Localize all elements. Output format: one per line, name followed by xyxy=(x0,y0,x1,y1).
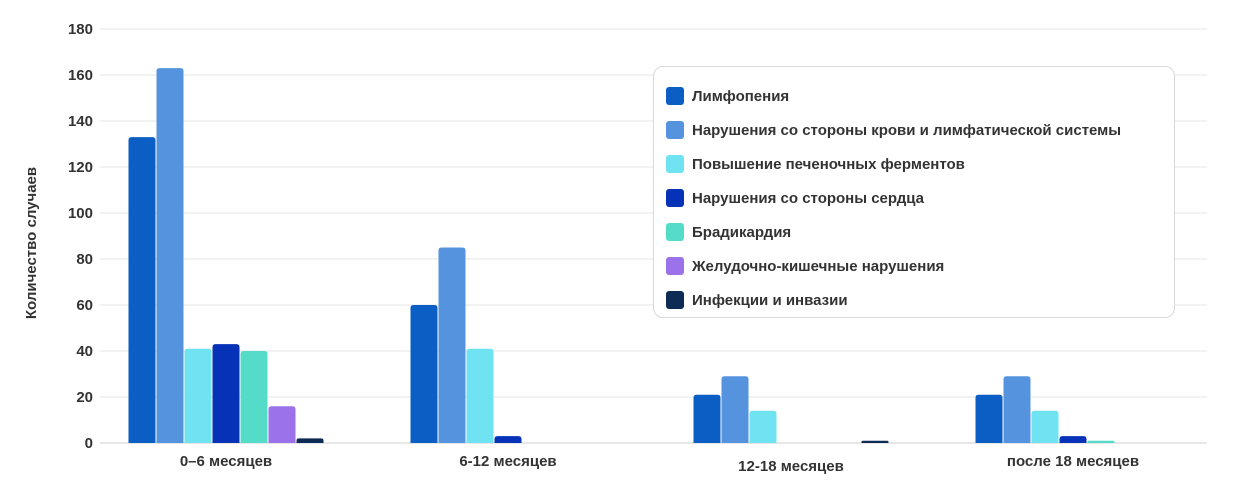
legend-item: Лимфопения xyxy=(666,79,1174,113)
bar xyxy=(156,68,184,443)
y-tick-label: 180 xyxy=(68,21,93,38)
legend-label: Инфекции и инвазии xyxy=(692,291,848,309)
y-tick-label: 160 xyxy=(68,67,93,84)
y-axis-label: Количество случаев xyxy=(23,167,40,319)
x-tick-label: после 18 месяцев xyxy=(1007,453,1139,470)
legend-label: Нарушения со стороны сердца xyxy=(692,189,924,207)
bar xyxy=(240,351,268,443)
x-tick-label: 6-12 месяцев xyxy=(459,453,556,470)
x-tick-label: 0–6 месяцев xyxy=(180,453,272,470)
legend-item: Инфекции и инвазии xyxy=(666,283,1174,317)
legend-label: Повышение печеночных ферментов xyxy=(692,155,965,173)
legend-item: Нарушения со стороны сердца xyxy=(666,181,1174,215)
bar xyxy=(721,376,749,443)
legend-swatch xyxy=(666,121,684,139)
bar xyxy=(466,348,494,443)
bar xyxy=(212,344,240,443)
bar xyxy=(438,247,466,443)
y-tick-label: 120 xyxy=(68,159,93,176)
legend-item: Брадикардия xyxy=(666,215,1174,249)
y-tick-label: 80 xyxy=(76,251,93,268)
bar xyxy=(296,438,324,443)
y-tick-label: 100 xyxy=(68,205,93,222)
bar xyxy=(268,406,296,443)
y-tick-label: 60 xyxy=(76,297,93,314)
y-tick-label: 140 xyxy=(68,113,93,130)
y-tick-label: 0 xyxy=(85,435,93,452)
bar xyxy=(494,436,522,443)
legend-swatch xyxy=(666,223,684,241)
legend: Лимфопения Нарушения со стороны крови и л… xyxy=(653,66,1175,318)
bar xyxy=(1031,410,1059,443)
bar xyxy=(975,394,1003,443)
legend-label: Лимфопения xyxy=(692,87,790,105)
bar xyxy=(861,440,889,443)
legend-label: Нарушения со стороны крови и лимфатическ… xyxy=(692,121,1122,139)
bar xyxy=(1003,376,1031,443)
bar xyxy=(1059,436,1087,443)
x-tick-label: 12-18 месяцев xyxy=(738,458,844,475)
legend-swatch xyxy=(666,257,684,275)
legend-item: Нарушения со стороны крови и лимфатическ… xyxy=(666,113,1174,147)
bars xyxy=(128,68,1115,443)
legend-swatch xyxy=(666,291,684,309)
legend-swatch xyxy=(666,87,684,105)
y-axis-ticks: 0 20 40 60 80 100 120 140 160 180 xyxy=(68,21,93,452)
legend-item: Повышение печеночных ферментов xyxy=(666,147,1174,181)
bar xyxy=(128,137,156,443)
y-tick-label: 20 xyxy=(76,389,93,406)
bar xyxy=(410,305,438,443)
legend-label: Желудочно-кишечные нарушения xyxy=(692,257,945,275)
legend-swatch xyxy=(666,155,684,173)
legend-label: Брадикардия xyxy=(692,223,792,241)
y-tick-label: 40 xyxy=(76,343,93,360)
bar xyxy=(749,410,777,443)
bar xyxy=(1087,440,1115,443)
legend-swatch xyxy=(666,189,684,207)
legend-item: Желудочно-кишечные нарушения xyxy=(666,249,1174,283)
x-axis-ticks: 0–6 месяцев 6-12 месяцев 12-18 месяцев посл… xyxy=(180,453,1139,475)
bar xyxy=(184,348,212,443)
bar xyxy=(693,394,721,443)
